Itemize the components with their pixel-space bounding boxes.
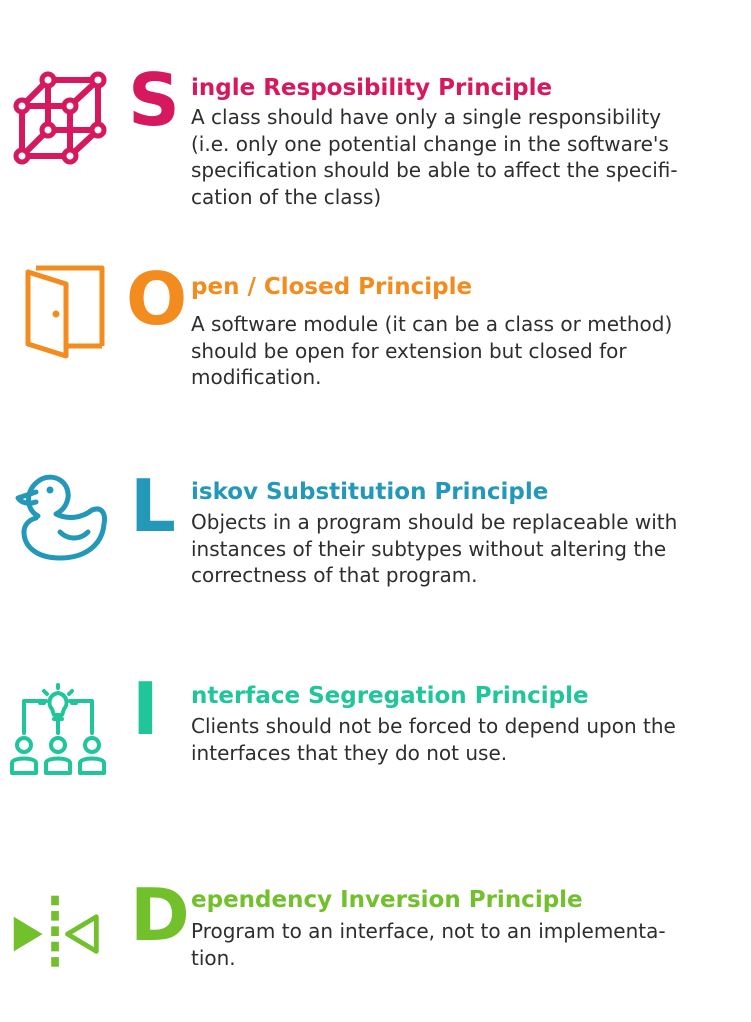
principle-letter: L bbox=[130, 464, 176, 548]
description-line: (i.e. only one potential change in the s… bbox=[191, 131, 669, 156]
mirror-arrows-icon bbox=[13, 895, 99, 967]
principle-title: nterface Segregation Principle bbox=[191, 683, 589, 709]
description-line: modification. bbox=[191, 365, 322, 389]
open-door-icon bbox=[25, 265, 105, 359]
principle-letter: O bbox=[126, 257, 187, 341]
principle-description: Objects in a program should be replaceab… bbox=[191, 509, 736, 589]
description-line: tion. bbox=[191, 945, 236, 970]
description-line: Objects in a program should be replaceab… bbox=[191, 510, 678, 534]
description-line: interfaces that they do not use. bbox=[191, 740, 508, 765]
principle-letter: S bbox=[128, 58, 180, 142]
idea-team-icon bbox=[10, 683, 106, 775]
description-line: cation of the class) bbox=[191, 184, 382, 209]
description-line: instances of their subtypes without alte… bbox=[191, 536, 667, 561]
description-line: A software module (it can be a class or … bbox=[191, 312, 673, 336]
principle-description: A class should have only a single respon… bbox=[191, 104, 736, 210]
principle-title: iskov Substitution Principle bbox=[191, 479, 549, 505]
cube-network-icon bbox=[13, 71, 107, 165]
principle-title: ependency Inversion Principle bbox=[191, 887, 583, 913]
principle-title: ingle Resposibility Principle bbox=[191, 75, 553, 101]
principle-letter: I bbox=[132, 667, 159, 751]
description-line: Clients should not be forced to depend u… bbox=[191, 714, 676, 738]
principle-description: A software module (it can be a class or … bbox=[191, 311, 736, 391]
description-line: correctness of that program. bbox=[191, 563, 478, 587]
principle-letter: D bbox=[130, 873, 190, 957]
principle-description: Program to an interface, not to an imple… bbox=[191, 918, 736, 971]
principle-title: pen / Closed Principle bbox=[191, 274, 473, 300]
description-line: should be open for extension but closed … bbox=[191, 338, 627, 363]
description-line: specification should be able to affect t… bbox=[191, 158, 678, 182]
description-line: A class should have only a single respon… bbox=[191, 105, 662, 129]
description-line: Program to an interface, not to an imple… bbox=[191, 919, 666, 943]
duck-icon bbox=[15, 474, 107, 561]
principle-description: Clients should not be forced to depend u… bbox=[191, 713, 736, 766]
